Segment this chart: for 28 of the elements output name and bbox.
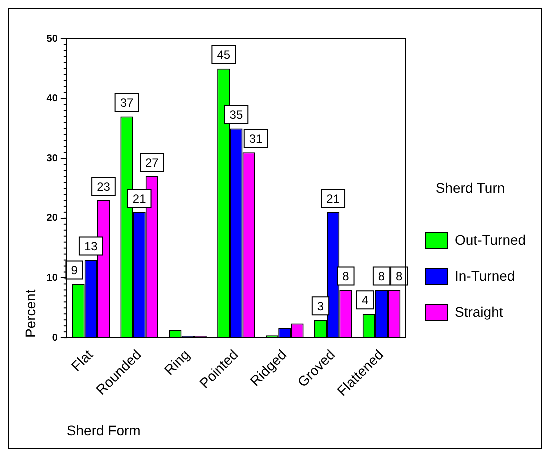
data-label: 31 xyxy=(249,132,264,146)
legend-label: In-Turned xyxy=(455,268,516,284)
data-label: 27 xyxy=(145,156,160,170)
x-axis-title: Sherd Form xyxy=(66,422,141,438)
y-tick-label: 50 xyxy=(46,34,58,45)
data-label: 9 xyxy=(71,264,78,278)
x-tick-label: Flat xyxy=(68,346,96,374)
data-label: 8 xyxy=(378,270,386,284)
data-label: 21 xyxy=(326,192,340,206)
data-label: 21 xyxy=(132,192,147,206)
data-label: 4 xyxy=(362,293,369,308)
data-label: 8 xyxy=(396,270,404,284)
data-label: 23 xyxy=(97,180,111,194)
legend-label: Out-Turned xyxy=(455,232,526,248)
legend-label: Straight xyxy=(455,304,504,320)
data-label: 45 xyxy=(217,48,231,62)
data-label: 13 xyxy=(84,240,98,254)
y-tick-label: 0 xyxy=(52,332,58,344)
legend-title: Sherd Turn xyxy=(436,180,506,196)
y-tick-label: 40 xyxy=(46,94,58,105)
y-tick-label: 30 xyxy=(46,153,58,164)
data-label: 35 xyxy=(230,108,244,122)
y-axis-title: Percent xyxy=(22,290,38,338)
data-label: 37 xyxy=(120,96,134,110)
y-tick-label: 20 xyxy=(46,213,58,224)
data-label: 3 xyxy=(317,299,324,314)
y-tick-label: 10 xyxy=(46,272,58,284)
data-label: 8 xyxy=(342,270,350,284)
